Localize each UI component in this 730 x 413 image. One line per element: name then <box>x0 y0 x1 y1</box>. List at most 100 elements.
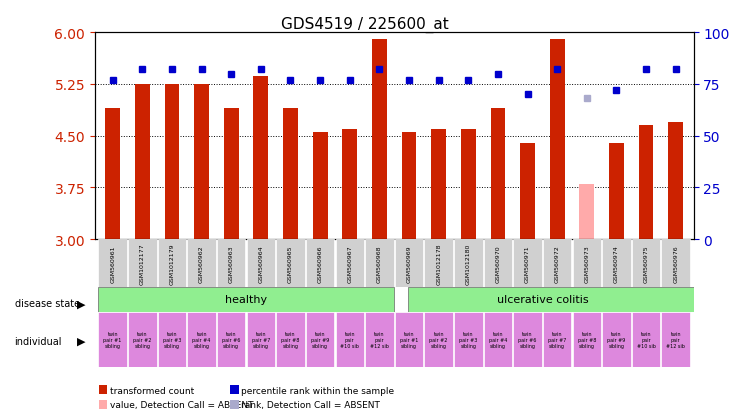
FancyBboxPatch shape <box>276 240 304 287</box>
Text: individual: individual <box>15 336 62 346</box>
FancyBboxPatch shape <box>513 312 542 368</box>
Text: GSM560961: GSM560961 <box>110 244 115 282</box>
FancyBboxPatch shape <box>158 240 186 287</box>
Text: twin
pair #7
sibling: twin pair #7 sibling <box>252 331 270 348</box>
FancyBboxPatch shape <box>395 312 423 368</box>
Text: twin
pair #4
sibling: twin pair #4 sibling <box>193 331 211 348</box>
FancyBboxPatch shape <box>543 312 572 368</box>
Text: twin
pair #4
sibling: twin pair #4 sibling <box>488 331 507 348</box>
Text: GSM560967: GSM560967 <box>347 244 353 282</box>
Text: twin
pair #8
sibling: twin pair #8 sibling <box>577 331 596 348</box>
Text: GSM560971: GSM560971 <box>525 244 530 282</box>
Text: GSM560962: GSM560962 <box>199 244 204 282</box>
Text: twin
pair
#12 sib: twin pair #12 sib <box>666 331 685 348</box>
Bar <box>461 129 476 240</box>
FancyBboxPatch shape <box>572 312 601 368</box>
Text: twin
pair #9
sibling: twin pair #9 sibling <box>311 331 329 348</box>
Bar <box>431 129 446 240</box>
Bar <box>639 126 653 240</box>
FancyBboxPatch shape <box>395 240 423 287</box>
Text: GSM560976: GSM560976 <box>673 244 678 282</box>
Text: twin
pair #8
sibling: twin pair #8 sibling <box>281 331 300 348</box>
Text: GSM560965: GSM560965 <box>288 244 293 282</box>
Text: GSM560963: GSM560963 <box>228 244 234 282</box>
FancyBboxPatch shape <box>484 240 512 287</box>
Bar <box>224 109 239 240</box>
Bar <box>105 109 120 240</box>
Text: twin
pair #3
sibling: twin pair #3 sibling <box>163 331 181 348</box>
FancyBboxPatch shape <box>247 240 275 287</box>
Bar <box>283 109 298 240</box>
Text: value, Detection Call = ABSENT: value, Detection Call = ABSENT <box>110 400 253 409</box>
Text: twin
pair #2
sibling: twin pair #2 sibling <box>133 331 152 348</box>
Text: ▶: ▶ <box>77 299 85 309</box>
Text: twin
pair #7
sibling: twin pair #7 sibling <box>548 331 566 348</box>
Text: twin
pair #6
sibling: twin pair #6 sibling <box>518 331 537 348</box>
Text: twin
pair
#12 sib: twin pair #12 sib <box>370 331 389 348</box>
Text: GSM560966: GSM560966 <box>318 244 323 282</box>
FancyBboxPatch shape <box>632 240 661 287</box>
Bar <box>402 133 416 240</box>
Text: GSM1012177: GSM1012177 <box>140 242 145 284</box>
Bar <box>253 76 268 240</box>
Bar <box>550 40 564 240</box>
FancyBboxPatch shape <box>128 240 156 287</box>
FancyBboxPatch shape <box>632 312 661 368</box>
Bar <box>312 133 328 240</box>
Text: twin
pair #1
sibling: twin pair #1 sibling <box>104 331 122 348</box>
Text: GSM1012180: GSM1012180 <box>466 243 471 284</box>
Text: GSM560974: GSM560974 <box>614 244 619 282</box>
FancyBboxPatch shape <box>188 312 216 368</box>
Bar <box>609 143 624 240</box>
Text: GSM560969: GSM560969 <box>407 244 412 282</box>
Text: healthy: healthy <box>225 294 267 304</box>
FancyBboxPatch shape <box>454 240 483 287</box>
FancyBboxPatch shape <box>602 312 631 368</box>
Bar <box>342 129 357 240</box>
Text: GSM1012178: GSM1012178 <box>436 242 441 284</box>
FancyBboxPatch shape <box>543 240 572 287</box>
FancyBboxPatch shape <box>454 312 483 368</box>
Text: GSM560968: GSM560968 <box>377 244 382 282</box>
Text: transformed count: transformed count <box>110 386 193 395</box>
Text: twin
pair #1
sibling: twin pair #1 sibling <box>400 331 418 348</box>
FancyBboxPatch shape <box>424 312 453 368</box>
FancyBboxPatch shape <box>217 240 245 287</box>
FancyBboxPatch shape <box>408 287 704 312</box>
FancyBboxPatch shape <box>99 312 127 368</box>
FancyBboxPatch shape <box>484 312 512 368</box>
Text: ▶: ▶ <box>77 336 85 346</box>
Text: twin
pair #9
sibling: twin pair #9 sibling <box>607 331 626 348</box>
FancyBboxPatch shape <box>336 240 364 287</box>
FancyBboxPatch shape <box>276 312 304 368</box>
Text: twin
pair #2
sibling: twin pair #2 sibling <box>429 331 447 348</box>
Text: twin
pair #3
sibling: twin pair #3 sibling <box>459 331 477 348</box>
FancyBboxPatch shape <box>661 240 690 287</box>
FancyBboxPatch shape <box>306 240 334 287</box>
FancyBboxPatch shape <box>424 240 453 287</box>
FancyBboxPatch shape <box>365 240 393 287</box>
Text: GSM1012179: GSM1012179 <box>169 242 174 284</box>
Bar <box>194 85 209 240</box>
Text: GSM560972: GSM560972 <box>555 244 560 282</box>
FancyBboxPatch shape <box>572 240 601 287</box>
FancyBboxPatch shape <box>336 312 364 368</box>
Bar <box>164 85 180 240</box>
Bar <box>135 85 150 240</box>
Text: GSM560975: GSM560975 <box>644 244 648 282</box>
Text: twin
pair #6
sibling: twin pair #6 sibling <box>222 331 240 348</box>
Bar <box>520 143 535 240</box>
FancyBboxPatch shape <box>158 312 186 368</box>
FancyBboxPatch shape <box>128 312 156 368</box>
Text: percentile rank within the sample: percentile rank within the sample <box>241 386 394 395</box>
Text: GDS4519 / 225600_at: GDS4519 / 225600_at <box>281 17 449 33</box>
Text: GSM560970: GSM560970 <box>496 244 501 282</box>
FancyBboxPatch shape <box>602 240 631 287</box>
Text: twin
pair
#10 sib: twin pair #10 sib <box>637 331 656 348</box>
FancyBboxPatch shape <box>99 287 393 312</box>
Bar <box>491 109 505 240</box>
Text: GSM560964: GSM560964 <box>258 244 264 282</box>
Text: disease state: disease state <box>15 299 80 309</box>
FancyBboxPatch shape <box>513 240 542 287</box>
FancyBboxPatch shape <box>99 240 127 287</box>
